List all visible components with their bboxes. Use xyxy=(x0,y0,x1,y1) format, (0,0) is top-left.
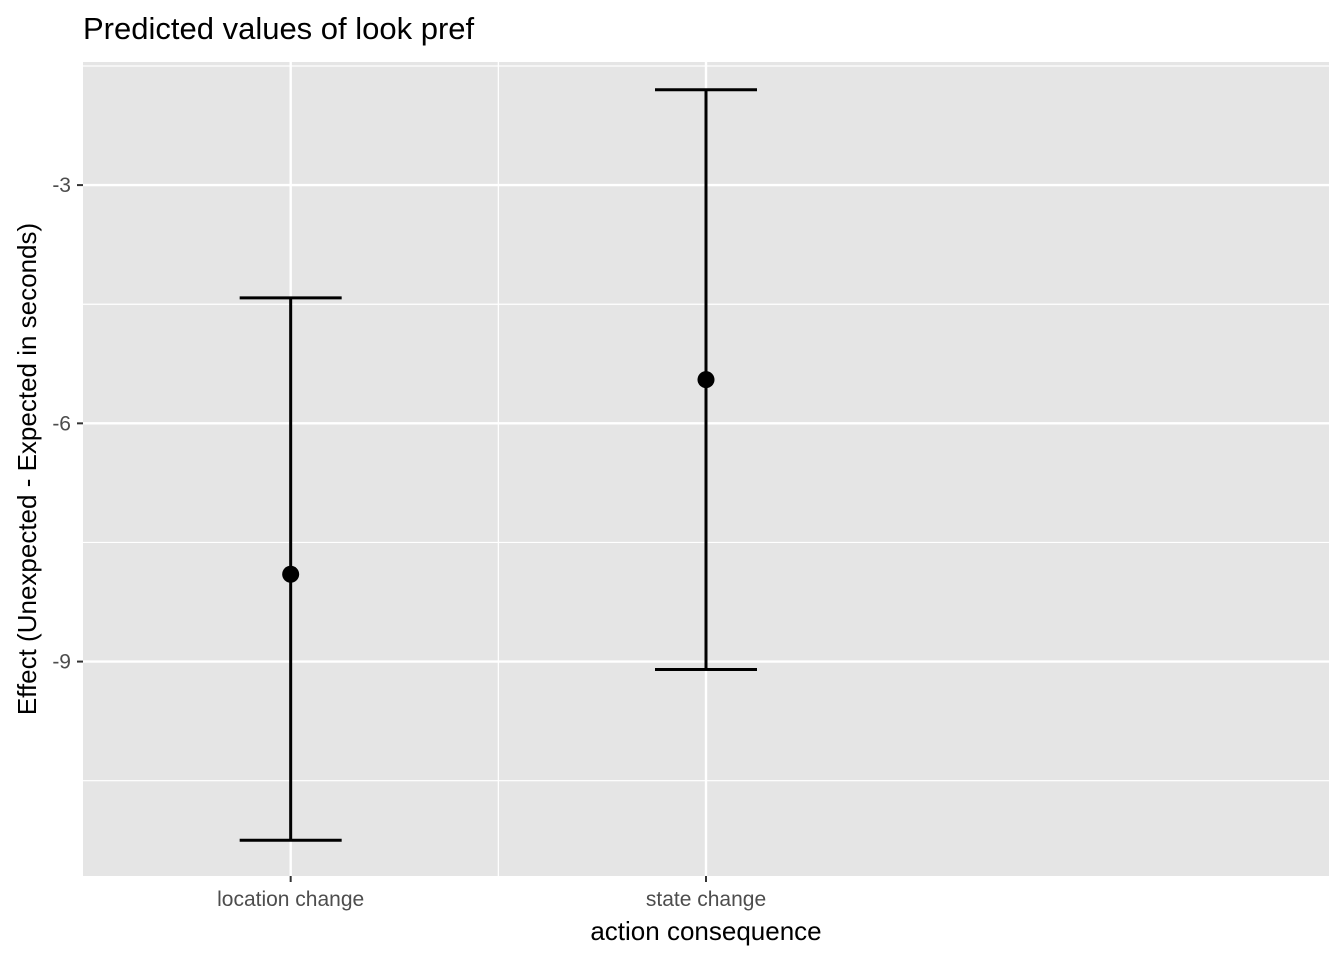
y-axis: -9 -6 -3 xyxy=(52,174,83,674)
estimate-point xyxy=(697,371,715,389)
errorbar-marks xyxy=(239,88,757,842)
y-tick-label: -3 xyxy=(52,174,71,197)
x-axis: location change state change xyxy=(217,876,766,911)
chart-title: Predicted values of look pref xyxy=(83,11,475,46)
estimate-point xyxy=(282,565,300,583)
y-tick-label: -9 xyxy=(52,651,71,674)
x-tick-label: location change xyxy=(217,888,364,911)
x-axis-title: action consequence xyxy=(590,916,821,946)
y-axis-title: Effect (Unexpected - Expected in seconds… xyxy=(12,223,42,715)
x-tick-label: state change xyxy=(646,888,766,911)
y-tick-label: -6 xyxy=(52,412,71,435)
